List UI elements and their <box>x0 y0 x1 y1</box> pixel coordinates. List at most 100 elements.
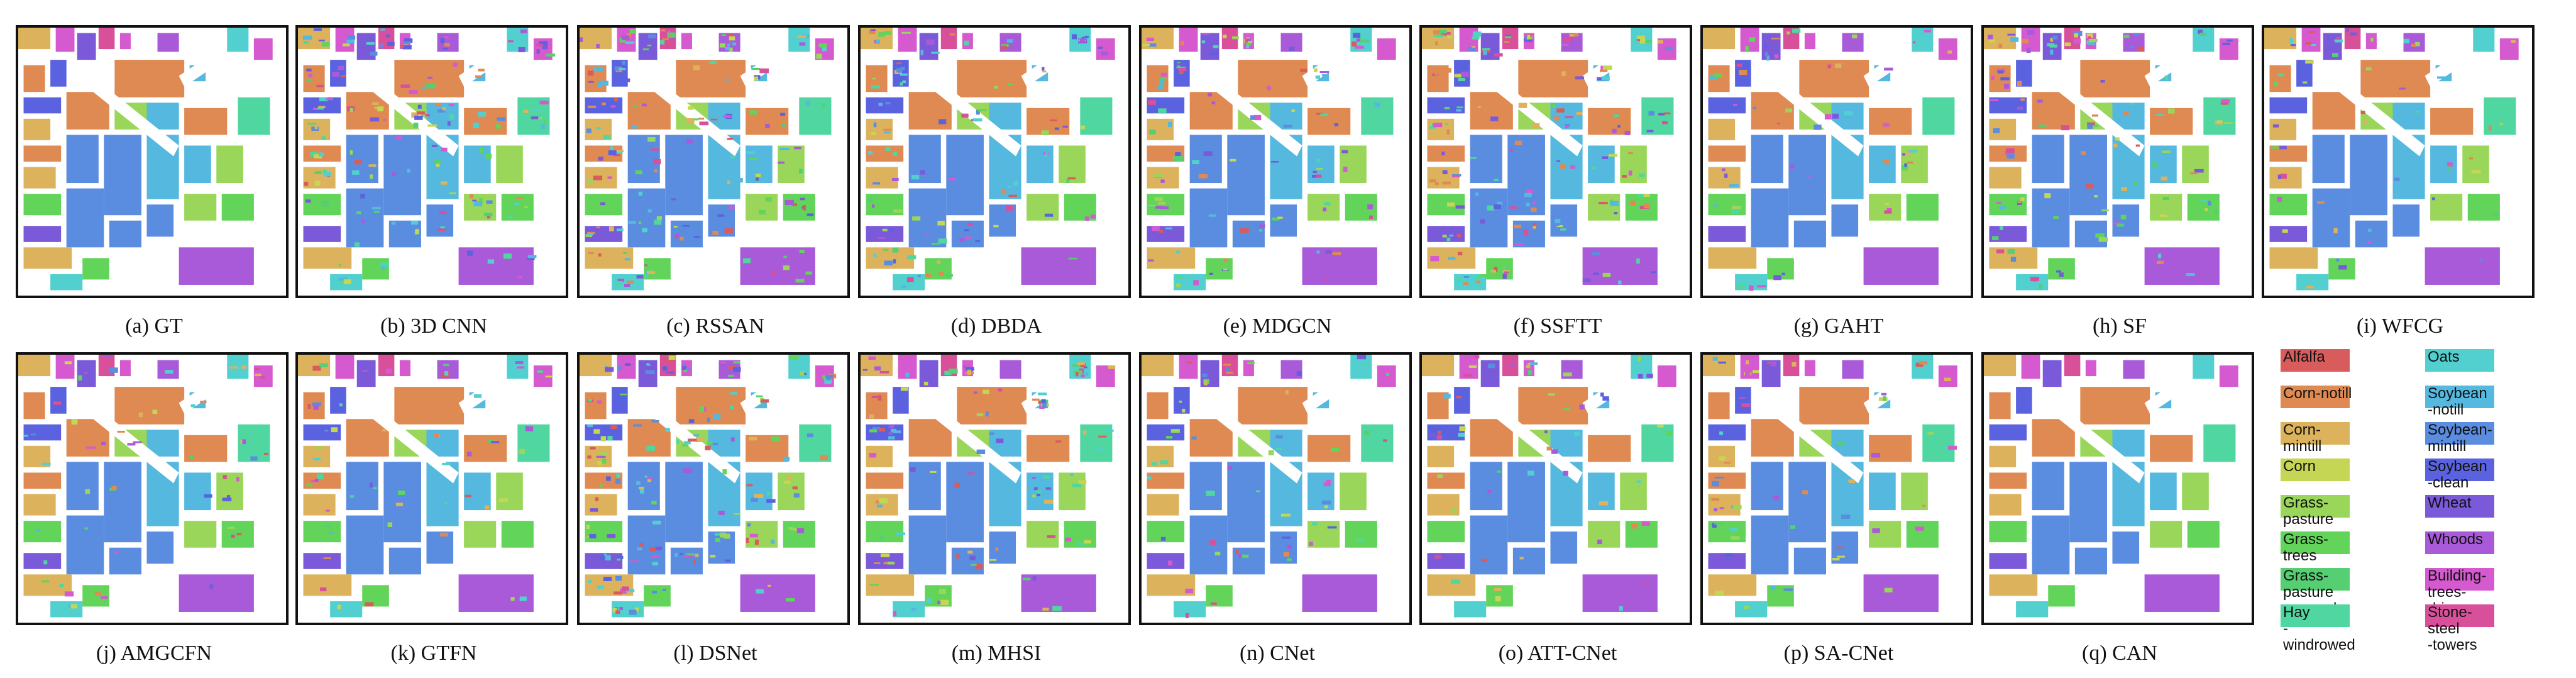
panel-caption: (h) SF <box>2093 314 2147 338</box>
panel-caption: (m) MHSI <box>951 642 1042 665</box>
legend-swatch <box>2281 349 2350 372</box>
map-frame <box>1981 25 2254 298</box>
panel-caption: (c) RSSAN <box>666 314 764 338</box>
panel-caption: (o) ATT-CNet <box>1498 642 1617 665</box>
map-frame <box>1419 25 1692 298</box>
legend-swatch <box>2425 349 2494 372</box>
legend-swatch <box>2425 422 2494 445</box>
classification-map-panel: (c) RSSAN <box>577 25 854 340</box>
classification-map-image <box>1142 355 1409 623</box>
legend-label: Whoods <box>2428 531 2484 548</box>
panel-caption: (n) CNet <box>1240 642 1315 665</box>
classification-map-image <box>1422 355 1690 623</box>
classification-map-panel: (j) AMGCFN <box>16 352 292 667</box>
classification-map-image <box>580 28 847 296</box>
legend-item: Grass-trees <box>2281 531 2352 564</box>
legend-label: Corn <box>2283 458 2316 475</box>
classification-map-panel: (n) CNet <box>1139 352 1416 667</box>
map-frame <box>2262 25 2535 298</box>
classification-map-image <box>1703 28 1971 296</box>
classification-map-panel: (f) SSFTT <box>1419 25 1696 340</box>
legend-label: Wheat <box>2428 494 2472 511</box>
panel-caption: (i) WFCG <box>2356 314 2444 338</box>
legend-item: Whoods <box>2425 531 2497 554</box>
legend-label: Corn-mintill <box>2283 421 2322 455</box>
classification-map-image <box>861 355 1128 623</box>
map-frame <box>1139 352 1412 625</box>
legend-item: Hay -windrowed <box>2281 604 2355 653</box>
classification-map-panel: (p) SA-CNet <box>1700 352 1977 667</box>
legend-item: Alfalfa <box>2281 349 2352 372</box>
legend-item: Soybean- mintill <box>2425 422 2497 455</box>
map-frame <box>295 352 568 625</box>
classification-map-panel: (e) MDGCN <box>1139 25 1416 340</box>
legend-swatch <box>2425 495 2494 518</box>
classification-map-image <box>1984 355 2252 623</box>
classification-map-image <box>298 28 566 296</box>
legend-label: Hay -windrowed <box>2283 604 2355 653</box>
legend-label: Soybean -notill <box>2428 385 2487 418</box>
panel-caption: (g) GAHT <box>1793 314 1884 338</box>
map-frame <box>577 25 850 298</box>
classification-map-image <box>2264 28 2532 296</box>
map-frame <box>858 352 1131 625</box>
panel-caption: (k) GTFN <box>390 642 477 665</box>
legend-item: Stone-steel -towers <box>2425 604 2497 653</box>
classification-map-panel: (o) ATT-CNet <box>1419 352 1696 667</box>
map-frame <box>1419 352 1692 625</box>
legend-swatch <box>2281 568 2350 591</box>
legend-swatch <box>2425 386 2494 408</box>
panel-caption: (b) 3D CNN <box>380 314 487 338</box>
classification-map-panel: (i) WFCG <box>2262 25 2538 340</box>
classification-map-image <box>861 28 1128 296</box>
legend-swatch <box>2281 422 2350 445</box>
legend-label: Grass-trees <box>2283 531 2328 564</box>
map-frame <box>577 352 850 625</box>
classification-map-panel: (b) 3D CNN <box>295 25 572 340</box>
legend-label: Corn-notill <box>2283 385 2352 402</box>
legend-swatch <box>2281 531 2350 554</box>
legend-swatch <box>2281 386 2350 408</box>
legend-item: Grass-pasture <box>2281 495 2352 528</box>
class-legend: Alfalfa Corn-notill Corn-mintill Corn Grass-… <box>2281 349 2563 653</box>
map-frame <box>858 25 1131 298</box>
classification-map-image <box>580 355 847 623</box>
classification-map-image <box>1703 355 1971 623</box>
legend-swatch <box>2425 568 2494 591</box>
map-frame <box>1139 25 1412 298</box>
legend-item: Corn-mintill <box>2281 422 2352 455</box>
panel-caption: (j) AMGCFN <box>96 642 212 665</box>
map-frame <box>1700 25 1973 298</box>
legend-swatch <box>2425 604 2494 627</box>
legend-swatch <box>2425 458 2494 481</box>
legend-item: Soybean -clean <box>2425 458 2497 491</box>
classification-map-panel: (k) GTFN <box>295 352 572 667</box>
legend-item: Corn-notill <box>2281 386 2352 408</box>
legend-label: Grass-pasture <box>2283 494 2334 528</box>
classification-map-panel: (q) CAN <box>1981 352 2258 667</box>
classification-map-panel: (d) DBDA <box>858 25 1135 340</box>
panel-caption: (p) SA-CNet <box>1783 642 1894 665</box>
classification-map-image <box>1984 28 2252 296</box>
classification-map-panel: (m) MHSI <box>858 352 1135 667</box>
legend-label: Oats <box>2428 348 2460 365</box>
map-frame <box>16 352 289 625</box>
legend-label: Stone-steel -towers <box>2428 604 2477 653</box>
panel-caption: (f) SSFTT <box>1513 314 1602 338</box>
classification-map-panel: (a) GT <box>16 25 292 340</box>
map-frame <box>1981 352 2254 625</box>
classification-map-panel: (l) DSNet <box>577 352 854 667</box>
classification-map-image <box>298 355 566 623</box>
panel-caption: (q) CAN <box>2082 642 2157 665</box>
legend-item: Oats <box>2425 349 2497 372</box>
map-frame <box>295 25 568 298</box>
legend-label: Alfalfa <box>2283 348 2325 365</box>
classification-map-image <box>18 355 286 623</box>
classification-map-image <box>18 28 286 296</box>
panel-caption: (l) DSNet <box>673 642 757 665</box>
map-frame <box>1700 352 1973 625</box>
classification-map-image <box>1422 28 1690 296</box>
panel-caption: (d) DBDA <box>950 314 1042 338</box>
panel-caption: (e) MDGCN <box>1223 314 1332 338</box>
legend-item: Corn <box>2281 458 2352 481</box>
